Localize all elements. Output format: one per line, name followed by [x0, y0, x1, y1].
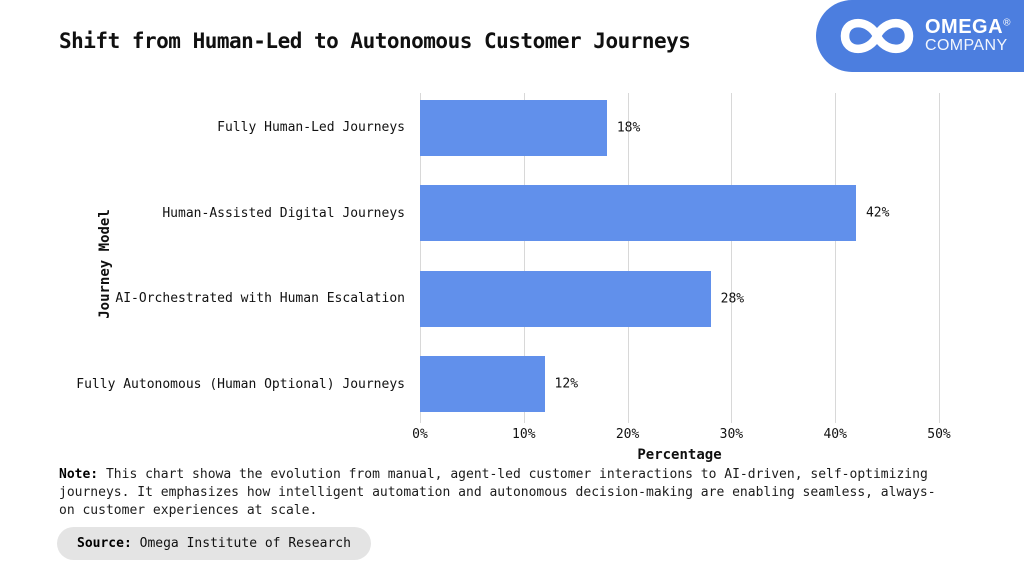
category-labels: Fully Human-Led Journeys Human-Assisted D… — [0, 85, 405, 427]
category-label: Fully Autonomous (Human Optional) Journe… — [76, 376, 405, 392]
bar-row: 12% — [420, 342, 939, 428]
bar-value-label: 12% — [554, 376, 579, 392]
bar — [420, 185, 856, 242]
category-label: AI-Orchestrated with Human Escalation — [115, 291, 405, 307]
gridline — [731, 93, 733, 423]
gridline — [523, 93, 525, 423]
bar — [420, 99, 607, 156]
x-tick-label: 50% — [927, 427, 951, 442]
bar-row: 42% — [420, 171, 939, 257]
bar-row: 18% — [420, 85, 939, 171]
note-body: This chart showa the evolution from manu… — [59, 467, 936, 518]
registered-mark: ® — [1003, 17, 1011, 29]
x-tick-label: 0% — [412, 427, 428, 442]
bar-chart-plot-area: 18% 42% 28% 12% — [420, 85, 940, 427]
x-tick-label: 10% — [512, 427, 536, 442]
bar-row: 28% — [420, 256, 939, 342]
note-label: Note: — [59, 467, 99, 482]
x-tick-label: 40% — [823, 427, 847, 442]
bar-value-label: 42% — [865, 205, 890, 221]
bar-rows: 18% 42% 28% 12% — [420, 85, 939, 427]
x-tick-label: 30% — [719, 427, 744, 442]
page-title: Shift from Human-Led to Autonomous Custo… — [59, 29, 691, 53]
gridline — [420, 93, 421, 423]
note-text: Note: This chart showa the evolution fro… — [59, 466, 951, 520]
bar — [420, 356, 545, 413]
bar-value-label: 18% — [616, 120, 641, 136]
gridline — [835, 93, 837, 423]
source-badge: Source: Omega Institute of Research — [57, 527, 371, 560]
brand-subname: COMPANY — [925, 37, 1008, 55]
brand-name: OMEGA® — [925, 16, 1011, 39]
brand-text: OMEGA® COMPANY — [925, 17, 1011, 55]
source-text: Omega Institute of Research — [131, 536, 351, 551]
source-label: Source: — [77, 536, 132, 551]
brand-badge: OMEGA® COMPANY — [816, 0, 1024, 72]
bar — [420, 270, 711, 327]
category-label: Human-Assisted Digital Journeys — [162, 205, 405, 221]
x-axis-title: Percentage — [637, 447, 722, 463]
gridline — [627, 93, 629, 423]
infinity-icon — [840, 18, 914, 54]
x-tick-label: 20% — [615, 427, 640, 442]
bar-value-label: 28% — [720, 291, 745, 307]
category-label: Fully Human-Led Journeys — [217, 120, 405, 136]
x-axis-ticks: 0% 10% 20% 30% 40% 50% — [412, 427, 951, 443]
gridline — [939, 93, 940, 423]
